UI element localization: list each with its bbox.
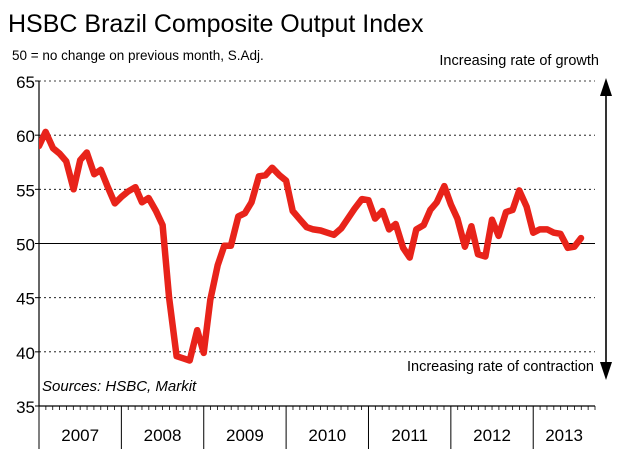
arrow-down-icon: [600, 362, 612, 380]
x-tick-label: 2009: [226, 426, 264, 445]
y-tick-label: 45: [16, 290, 35, 309]
x-axis: 2007 2008 2009 2010 2011 2012 2013: [39, 406, 595, 449]
y-tick-label: 40: [16, 344, 35, 363]
series-layer: [39, 132, 581, 361]
gridlines: [39, 81, 595, 352]
y-tick-label: 35: [16, 398, 35, 417]
composite-output-line: [39, 132, 581, 361]
x-tick-label: 2011: [391, 426, 428, 445]
x-tick-label: 2013: [545, 426, 583, 445]
y-axis: 35 40 45 50 55 60 65: [16, 73, 39, 417]
x-tick-label: 2010: [308, 426, 346, 445]
annotation-contraction: Increasing rate of contraction: [407, 359, 594, 375]
y-tick-label: 60: [16, 127, 35, 146]
arrow-up-icon: [600, 78, 612, 96]
x-tick-label: 2012: [473, 426, 511, 445]
y-tick-label: 65: [16, 73, 35, 92]
source-note: Sources: HSBC, Markit: [42, 378, 197, 395]
y-tick-label: 55: [16, 181, 35, 200]
growth-contraction-arrow: [600, 78, 612, 380]
x-tick-label: 2008: [144, 426, 182, 445]
chart-title: HSBC Brazil Composite Output Index: [8, 10, 424, 38]
chart-subtitle: 50 = no change on previous month, S.Adj.: [12, 48, 264, 63]
y-tick-label: 50: [16, 236, 35, 255]
annotation-growth: Increasing rate of growth: [439, 53, 599, 69]
x-tick-label: 2007: [61, 426, 99, 445]
